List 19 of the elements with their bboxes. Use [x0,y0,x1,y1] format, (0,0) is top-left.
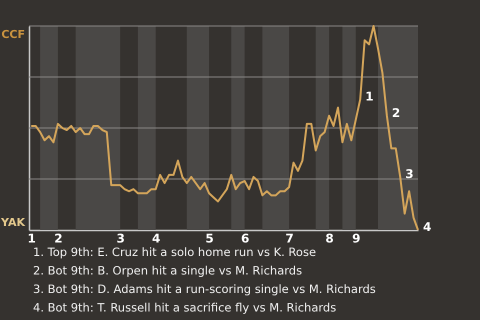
text: 1. Top 9th: E. Cruz hit a solo home run vs K. Rose [33,245,316,259]
text: 3. Bot 9th: D. Adams hit a run-scoring single vs M. Richards [33,282,376,296]
x-tick-label: 6 [240,232,250,246]
text: 4. Bot 9th: T. Russell hit a sacrifice fly vs M. Richards [33,300,336,314]
annotation: 3 [405,166,414,181]
x-tick-label: 3 [116,232,125,246]
text: YAK [0,216,26,229]
x-tick-label: 7 [285,232,294,246]
x-tick-label: 9 [352,232,360,246]
x-tick-label: 1 [28,232,36,246]
text: 2. Bot 9th: B. Orpen hit a single vs M. Richards [33,264,302,278]
x-tick-label: 8 [325,232,334,246]
text: CCF [1,28,25,41]
annotation: 2 [392,106,400,120]
x-tick-label: 5 [205,232,214,246]
x-tick-label: 2 [54,232,63,246]
text: 4 [423,220,432,234]
x-tick-label: 4 [152,232,160,246]
annotation: 1 [365,89,374,104]
